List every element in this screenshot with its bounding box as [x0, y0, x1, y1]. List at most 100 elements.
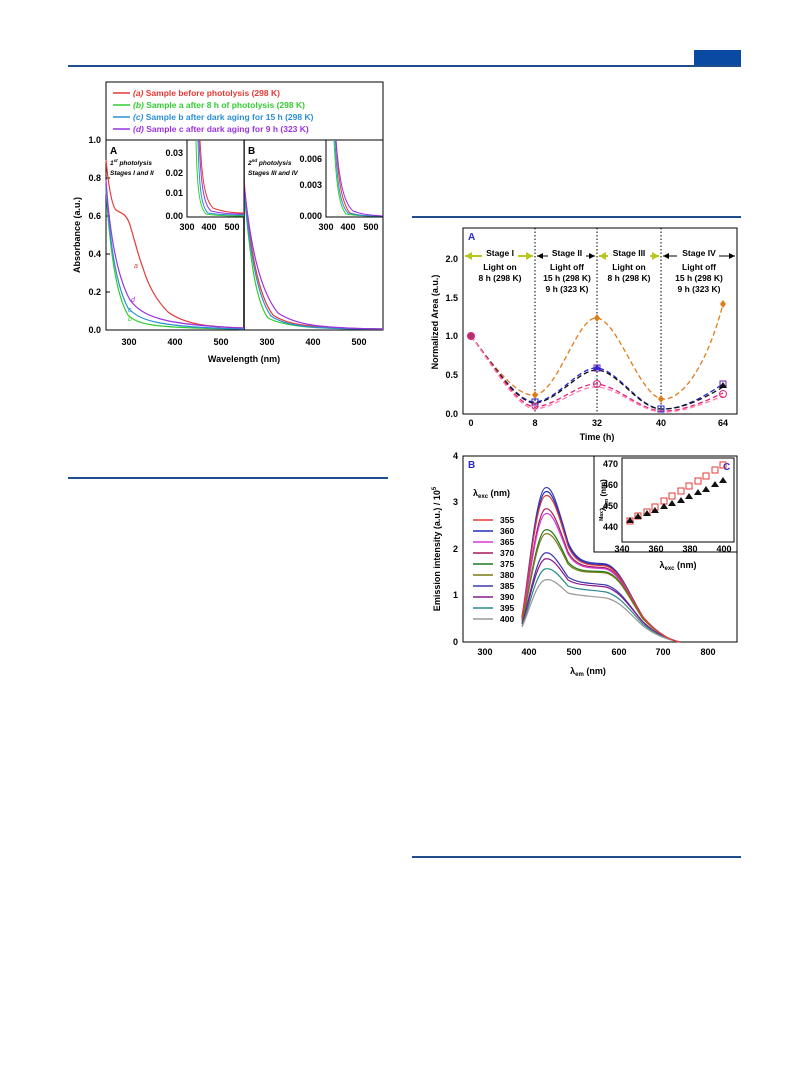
stage-4-line1: Light off [682, 262, 716, 272]
legend-item-c: (c) Sample b after dark aging for 15 h (… [113, 112, 314, 122]
curve-label-b: b [128, 316, 132, 323]
absorbance-curves-a: a d c b [105, 159, 245, 330]
svg-text:375: 375 [500, 559, 514, 569]
svg-text:0.02: 0.02 [165, 168, 183, 178]
section-rule-left [68, 477, 388, 479]
area-y-label: Normalized Area (a.u.) [430, 275, 440, 370]
svg-text:500: 500 [566, 647, 581, 657]
panel-b-letter: B [248, 146, 255, 157]
svg-text:400: 400 [500, 614, 514, 624]
stage-2-line3: 9 h (323 K) [546, 284, 589, 294]
svg-text:500: 500 [213, 337, 228, 347]
panel-a-stages: Stages I and II [110, 170, 154, 177]
emission-legend-item-365: 365 [473, 537, 514, 547]
emission-legend-item-360: 360 [473, 526, 514, 536]
curve-label-c: c [128, 307, 132, 314]
area-markers [467, 300, 727, 413]
stage-4-line2: 15 h (298 K) [675, 273, 723, 283]
svg-text:380: 380 [682, 544, 697, 554]
emission-legend-item-375: 375 [473, 559, 514, 569]
svg-text:0: 0 [468, 418, 473, 428]
panel-b-stages: Stages III and IV [248, 170, 299, 177]
svg-text:500: 500 [351, 337, 366, 347]
svg-text:4: 4 [453, 452, 458, 461]
svg-text:0.000: 0.000 [299, 211, 322, 221]
svg-text:64: 64 [718, 418, 728, 428]
svg-text:385: 385 [500, 581, 514, 591]
stage-1-line2: 8 h (298 K) [479, 273, 522, 283]
figure-normalized-area: A Stage I Light on 8 h (298 K) Stage II … [430, 227, 738, 442]
stage-2-title: Stage II [552, 248, 582, 258]
svg-text:400: 400 [521, 647, 536, 657]
svg-text:2.0: 2.0 [445, 254, 458, 264]
section-rule-right-2 [412, 856, 741, 858]
svg-text:0.00: 0.00 [165, 211, 183, 221]
svg-text:470: 470 [603, 459, 618, 469]
inset-c: C 470 460 450 440 340 360 380 400 Maxλem… [593, 455, 738, 572]
stage-4-title: Stage IV [682, 248, 716, 258]
svg-text:400: 400 [201, 222, 216, 232]
svg-text:800: 800 [700, 647, 715, 657]
inset-b: 0.006 0.003 0.000 300 400 500 [299, 139, 384, 232]
panel-2a-letter: A [468, 232, 475, 243]
svg-text:0.006: 0.006 [299, 154, 322, 164]
svg-text:3: 3 [453, 497, 458, 507]
absorbance-x-ticks: 300 400 500 300 400 500 [121, 337, 366, 347]
absorbance-curves-b [243, 179, 384, 330]
svg-text:400: 400 [340, 222, 355, 232]
svg-text:(d) Sample c after dark aging: (d) Sample c after dark aging for 9 h (3… [133, 124, 309, 134]
absorbance-legend: (a) Sample before photolysis (298 K) (b)… [113, 88, 314, 134]
curve-c [105, 184, 245, 330]
stage-labels: Stage I Light on 8 h (298 K) Stage II Li… [479, 248, 723, 294]
curve-b [105, 189, 245, 330]
area-y-ticks: 2.0 1.5 1.0 0.5 0.0 [445, 254, 458, 419]
svg-text:0.2: 0.2 [88, 287, 101, 297]
svg-text:450: 450 [603, 501, 618, 511]
curve-label-d: d [131, 297, 136, 304]
emission-legend-item-370: 370 [473, 548, 514, 558]
svg-text:1.5: 1.5 [445, 293, 458, 303]
svg-text:360: 360 [500, 526, 514, 536]
svg-text:32: 32 [592, 418, 602, 428]
stage-1-title: Stage I [486, 248, 514, 258]
emission-legend: λexc (nm) 355 360 365 370 375 380 385 39… [473, 488, 514, 624]
svg-text:390: 390 [500, 592, 514, 602]
emission-legend-item-400: 400 [473, 614, 514, 624]
emission-x-label: λem (nm) [570, 666, 606, 678]
svg-text:1: 1 [453, 590, 458, 600]
svg-text:400: 400 [716, 544, 731, 554]
svg-text:0.4: 0.4 [88, 249, 101, 259]
svg-text:0.03: 0.03 [165, 148, 183, 158]
curve-a [105, 159, 245, 329]
emission-x-ticks: 300 400 500 600 700 800 [477, 647, 715, 657]
svg-text:300: 300 [259, 337, 274, 347]
legend-item-b: (b) Sample a after 8 h of photolysis (29… [113, 100, 305, 110]
stage-3-title: Stage III [613, 248, 646, 258]
emission-legend-item-380: 380 [473, 570, 514, 580]
svg-text:300: 300 [318, 222, 333, 232]
stage-3-line1: Light on [612, 262, 646, 272]
svg-text:300: 300 [121, 337, 136, 347]
svg-text:340: 340 [614, 544, 629, 554]
emission-curves [521, 487, 681, 643]
area-x-label: Time (h) [580, 432, 615, 442]
curve-label-a: a [134, 263, 138, 270]
svg-text:0.5: 0.5 [445, 370, 458, 380]
emission-legend-item-390: 390 [473, 592, 514, 602]
page-tab [694, 50, 741, 65]
legend-item-a: (a) Sample before photolysis (298 K) [113, 88, 280, 98]
inset-c-triangles [626, 477, 727, 523]
svg-text:0.0: 0.0 [88, 325, 101, 335]
inset-a: 0.03 0.02 0.01 0.00 300 400 500 [165, 139, 245, 232]
svg-text:0: 0 [453, 637, 458, 647]
emission-legend-item-385: 385 [473, 581, 514, 591]
stage-1-line1: Light on [483, 262, 517, 272]
svg-text:0.003: 0.003 [299, 180, 322, 190]
svg-text:365: 365 [500, 537, 514, 547]
figure-absorbance: (a) Sample before photolysis (298 K) (b)… [72, 81, 384, 364]
legend-item-d: (d) Sample c after dark aging for 9 h (3… [113, 124, 309, 134]
area-curves [470, 303, 724, 413]
curve-d [105, 179, 245, 329]
svg-text:500: 500 [363, 222, 378, 232]
section-rule-right-1 [412, 216, 741, 218]
